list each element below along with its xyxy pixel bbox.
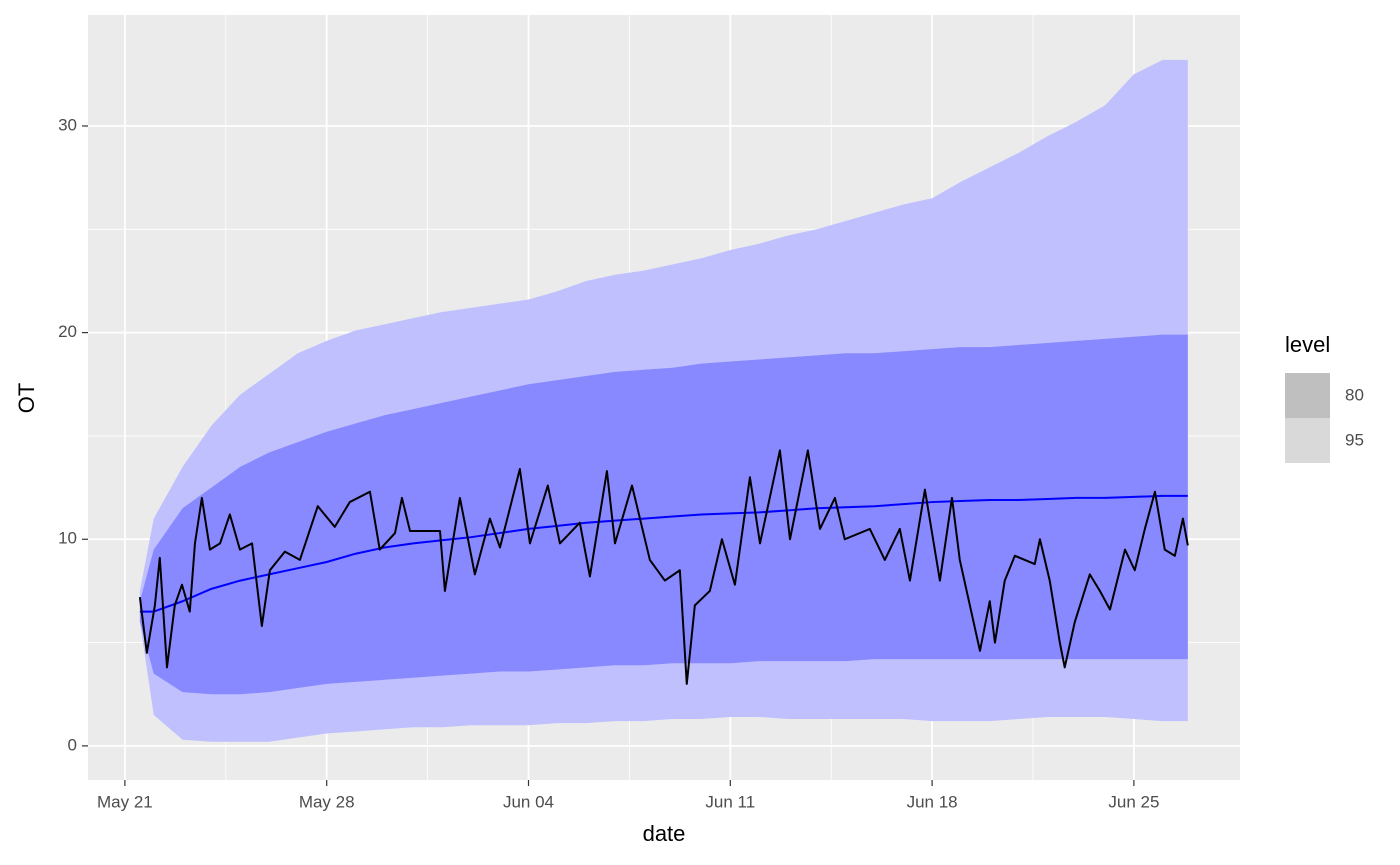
- legend-label: 80: [1345, 385, 1364, 404]
- series-line: [139, 494, 1188, 613]
- x-tick-label: Jun 11: [705, 792, 755, 811]
- x-tick-label: Jun 25: [1108, 792, 1159, 811]
- y-tick-label: 30: [58, 115, 77, 134]
- legend-label: 95: [1345, 430, 1364, 449]
- x-tick-label: Jun 18: [907, 792, 958, 811]
- x-tick-label: May 28: [299, 792, 355, 811]
- legend-title: level: [1285, 332, 1330, 357]
- axes: 0 10 20 30 May 21 May 28 Jun 04 Jun 11 Jun 18 Jun…: [58, 115, 1159, 811]
- x-axis-title: date: [643, 821, 686, 846]
- series-line: [138, 449, 1189, 685]
- interval-band: [139, 334, 1188, 695]
- y-tick-label: 0: [68, 735, 77, 754]
- y-tick-label: 20: [58, 322, 77, 341]
- legend: 80 95: [1285, 373, 1364, 463]
- x-tick-label: May 21: [97, 792, 153, 811]
- y-tick-label: 10: [58, 529, 77, 548]
- marks: [138, 59, 1189, 742]
- legend-key: [1285, 373, 1330, 418]
- legend-key: [1285, 418, 1330, 463]
- y-axis-title: OT: [14, 383, 39, 414]
- x-tick-label: Jun 04: [503, 792, 554, 811]
